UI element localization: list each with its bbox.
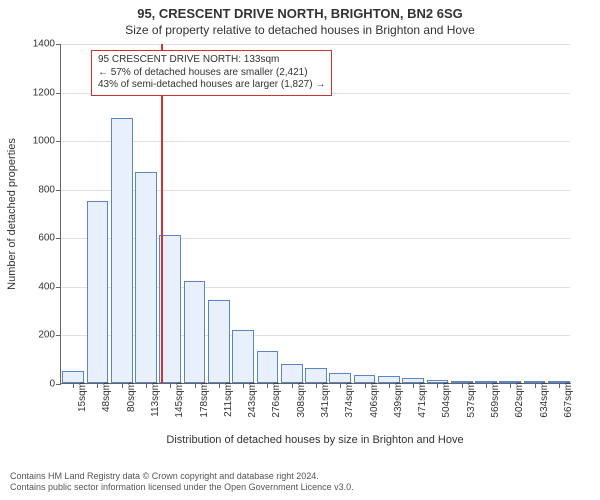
xtick-label: 374sqm [344,382,355,432]
y-axis-label: Number of detached properties [6,138,18,290]
ytick-mark [56,141,61,142]
xtick-mark [389,383,390,388]
xtick-label: 178sqm [199,382,210,432]
ytick-mark [56,93,61,94]
footer: Contains HM Land Registry data © Crown c… [10,471,590,494]
chart-area: Number of detached properties 0200400600… [60,44,570,384]
xtick-label: 276sqm [271,382,282,432]
xtick-mark [243,383,244,388]
callout-line: 43% of semi-detached houses are larger (… [98,79,325,92]
xtick-mark [510,383,511,388]
xtick-label: 504sqm [441,382,452,432]
xtick-label: 15sqm [77,382,88,432]
xtick-label: 471sqm [417,382,428,432]
footer-line-2: Contains public sector information licen… [10,482,590,494]
xtick-label: 634sqm [539,382,550,432]
ytick-mark [56,44,61,45]
ytick-label: 800 [15,184,55,195]
xtick-label: 667sqm [563,382,574,432]
xtick-mark [219,383,220,388]
xtick-mark [146,383,147,388]
xtick-label: 341sqm [320,382,331,432]
ytick-label: 1000 [15,136,55,147]
xtick-mark [535,383,536,388]
xtick-mark [170,383,171,388]
xtick-label: 537sqm [466,382,477,432]
ytick-mark [56,287,61,288]
x-axis-label: Distribution of detached houses by size … [60,434,570,446]
xtick-mark [462,383,463,388]
xtick-mark [195,383,196,388]
ytick-mark [56,384,61,385]
xtick-mark [267,383,268,388]
xtick-mark [413,383,414,388]
xtick-mark [365,383,366,388]
xtick-mark [340,383,341,388]
xtick-mark [437,383,438,388]
gridline [61,141,570,142]
histogram-bar [135,172,157,383]
ytick-mark [56,190,61,191]
xtick-label: 211sqm [223,382,234,432]
xtick-label: 439sqm [393,382,404,432]
xtick-label: 80sqm [126,382,137,432]
marker-callout: 95 CRESCENT DRIVE NORTH: 133sqm← 57% of … [91,50,332,96]
histogram-bar [184,281,206,383]
page-subtitle: Size of property relative to detached ho… [0,23,600,37]
xtick-label: 145sqm [174,382,185,432]
histogram-bar [305,368,327,383]
ytick-label: 200 [15,330,55,341]
xtick-label: 569sqm [490,382,501,432]
histogram-bar [111,118,133,383]
xtick-label: 308sqm [296,382,307,432]
plot: 020040060080010001200140015sqm48sqm80sqm… [60,44,570,384]
xtick-mark [97,383,98,388]
callout-line: ← 57% of detached houses are smaller (2,… [98,67,325,80]
histogram-bar [208,300,230,383]
ytick-mark [56,335,61,336]
xtick-mark [559,383,560,388]
gridline [61,44,570,45]
xtick-label: 48sqm [101,382,112,432]
ytick-mark [56,238,61,239]
ytick-label: 400 [15,281,55,292]
xtick-mark [292,383,293,388]
xtick-mark [316,383,317,388]
callout-line: 95 CRESCENT DRIVE NORTH: 133sqm [98,54,325,67]
xtick-label: 406sqm [369,382,380,432]
page-root: 95, CRESCENT DRIVE NORTH, BRIGHTON, BN2 … [0,0,600,500]
histogram-bar [281,364,303,383]
page-title: 95, CRESCENT DRIVE NORTH, BRIGHTON, BN2 … [0,0,600,21]
ytick-label: 1400 [15,39,55,50]
ytick-label: 0 [15,379,55,390]
xtick-mark [486,383,487,388]
xtick-label: 243sqm [247,382,258,432]
ytick-label: 1200 [15,87,55,98]
xtick-label: 113sqm [150,382,161,432]
histogram-bar [87,201,109,383]
xtick-mark [73,383,74,388]
footer-line-1: Contains HM Land Registry data © Crown c… [10,471,590,483]
histogram-bar [257,351,279,383]
xtick-mark [122,383,123,388]
histogram-bar [232,330,254,383]
xtick-label: 602sqm [514,382,525,432]
ytick-label: 600 [15,233,55,244]
